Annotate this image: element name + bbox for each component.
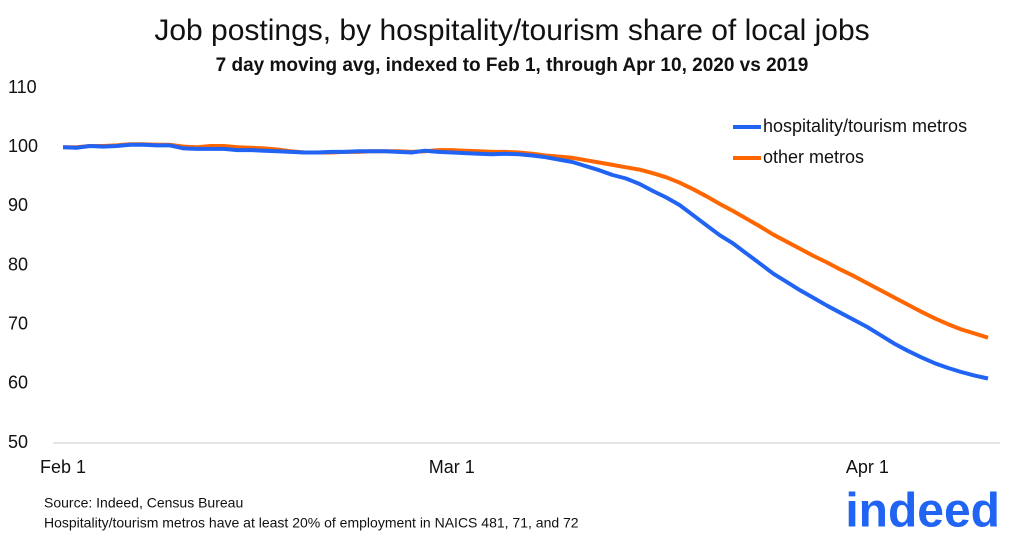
series-line (63, 142, 989, 340)
x-tick-label: Mar 1 (429, 457, 475, 477)
y-tick-label: 60 (8, 373, 28, 393)
source-note: Source: Indeed, Census Bureau (44, 495, 243, 511)
y-tick-label: 70 (8, 313, 28, 333)
chart-subtitle: 7 day moving avg, indexed to Feb 1, thro… (216, 55, 809, 76)
legend-label: other metros (763, 147, 864, 167)
y-tick-label: 100 (8, 136, 38, 156)
y-tick-label: 110 (8, 77, 37, 97)
legend-label: hospitality/tourism metros (763, 116, 967, 136)
series-line (62, 142, 989, 381)
chart-title: Job postings, by hospitality/tourism sha… (154, 14, 869, 47)
y-tick-label: 80 (8, 254, 28, 274)
y-tick-label: 90 (8, 195, 28, 215)
x-tick-label: Feb 1 (40, 457, 86, 477)
footnote: Hospitality/tourism metros have at least… (44, 515, 579, 531)
logo: indeed (845, 485, 1000, 538)
y-tick-label: 50 (8, 432, 28, 452)
x-tick-label: Apr 1 (846, 457, 889, 477)
